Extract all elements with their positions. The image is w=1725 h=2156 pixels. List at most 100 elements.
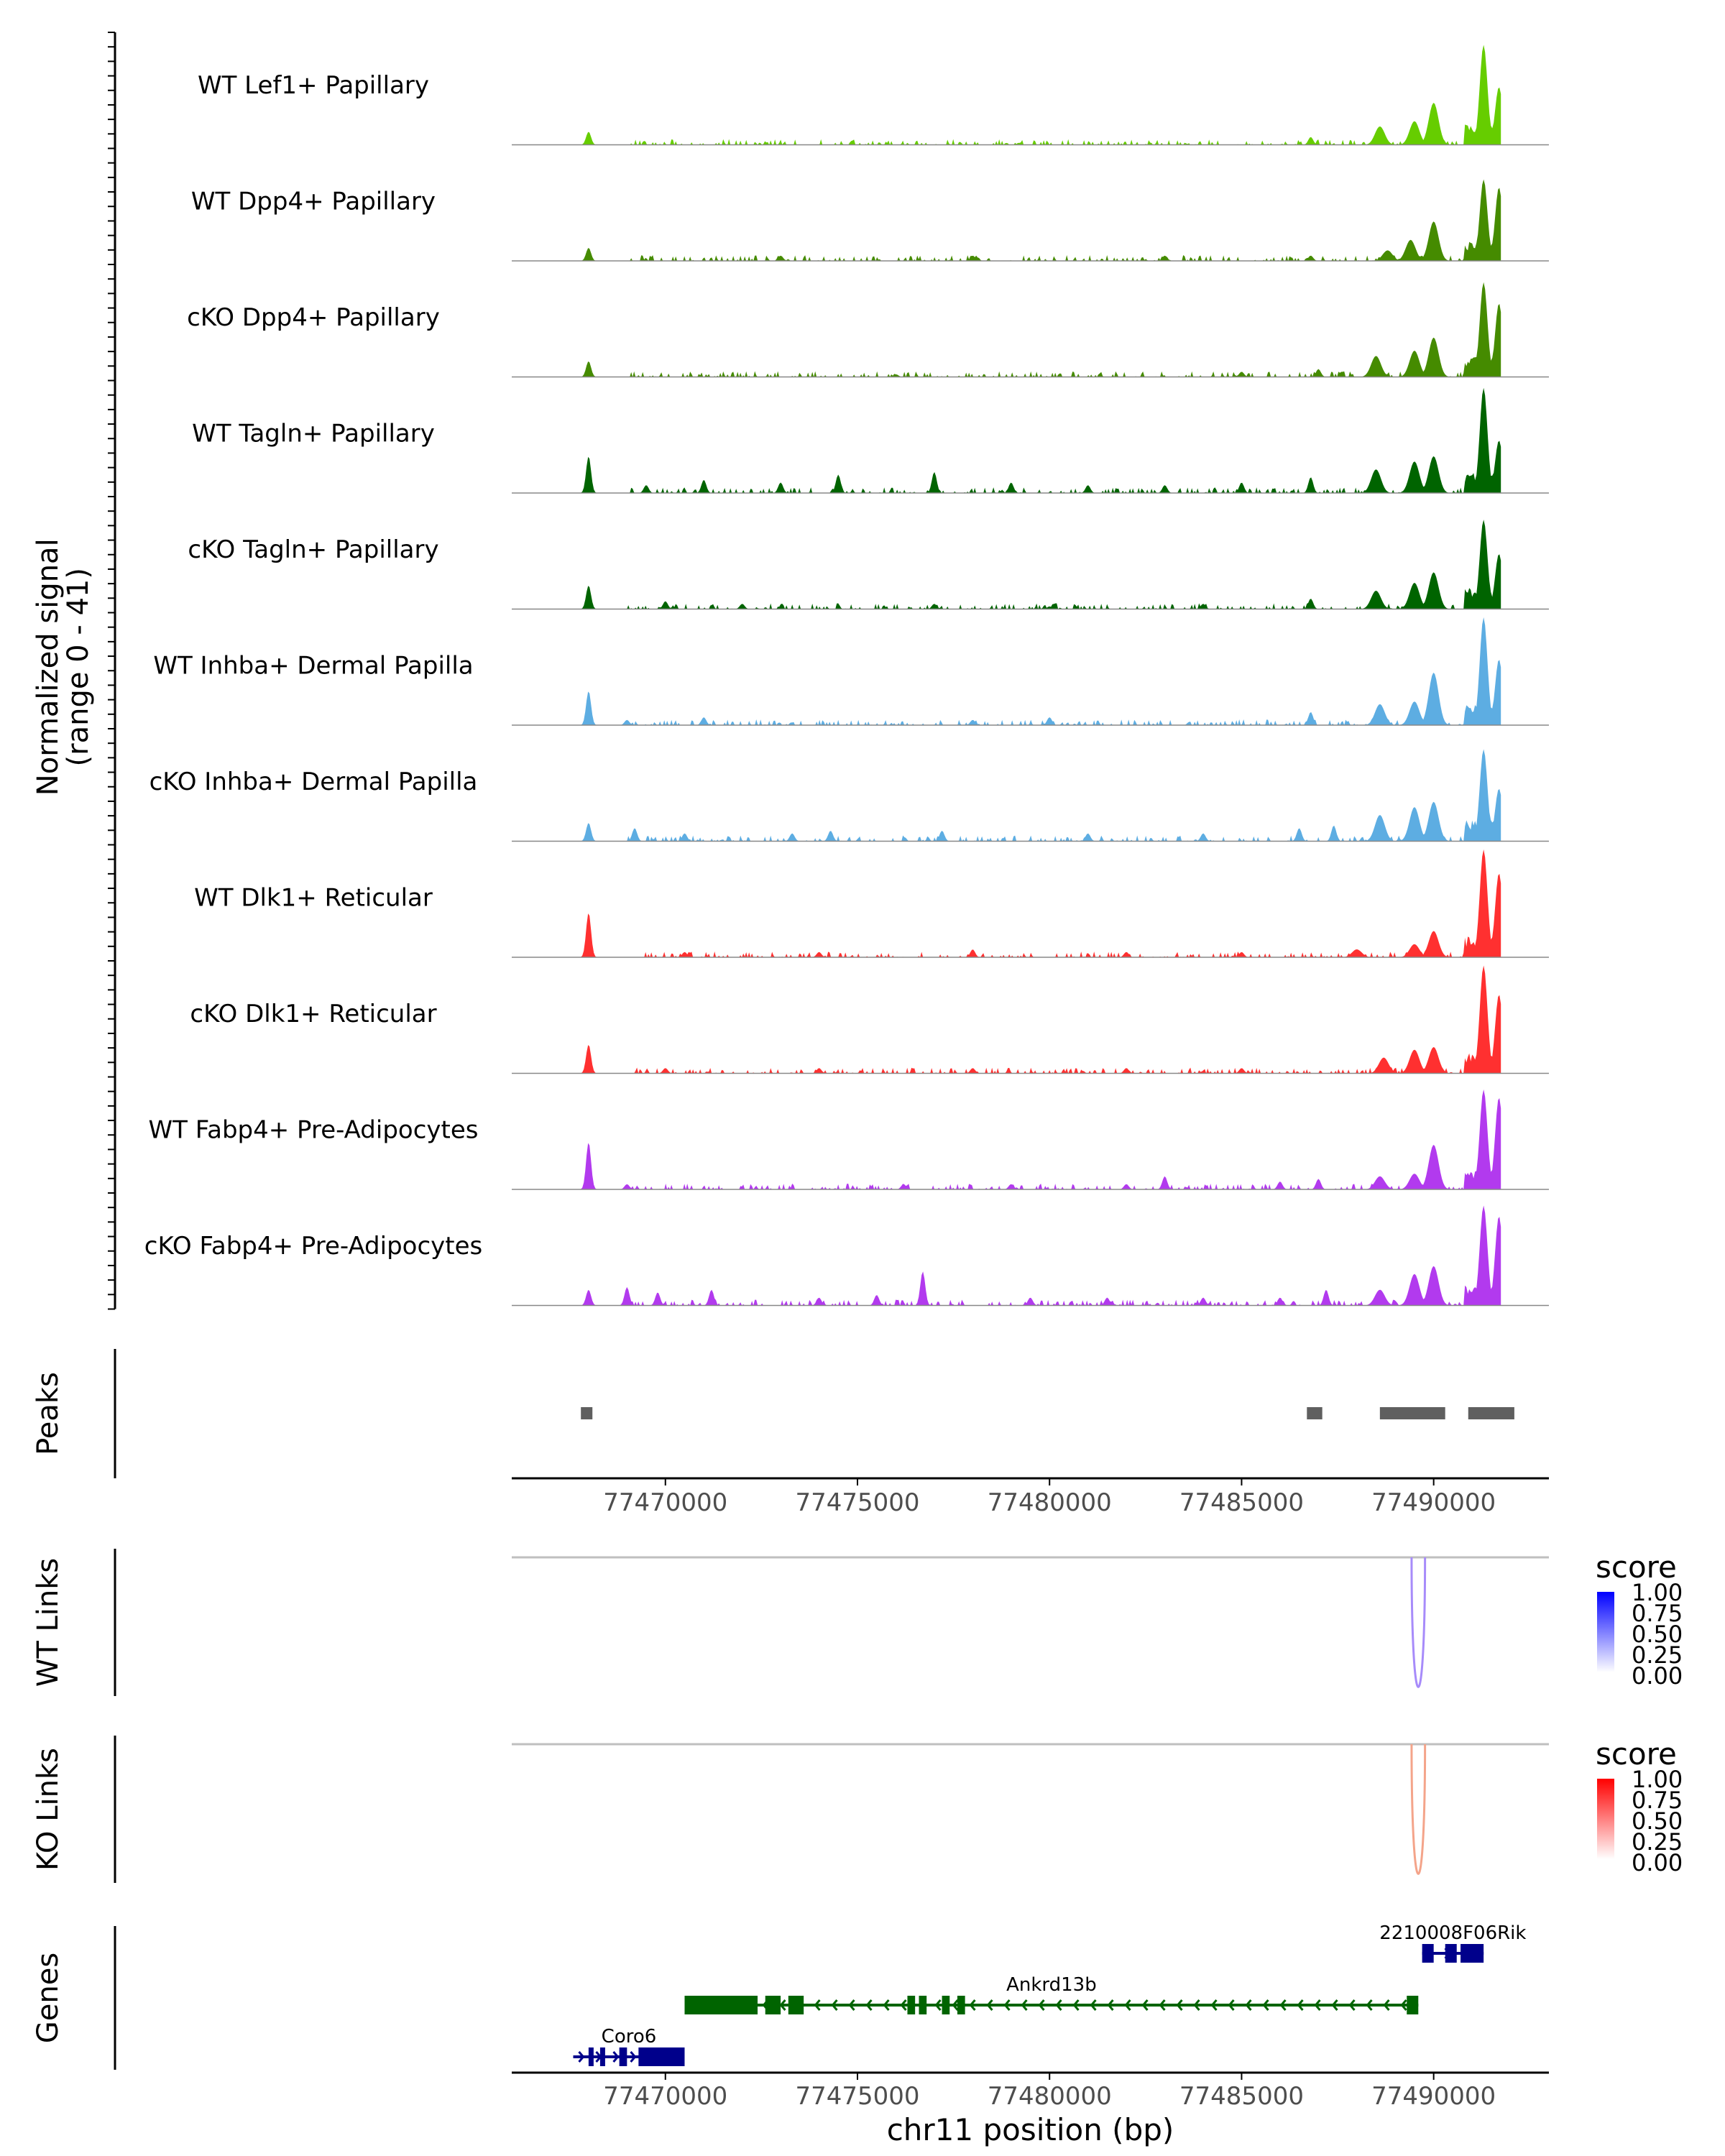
strand-arrow (865, 1999, 873, 2011)
genes-x-tick-label: 77475000 (795, 2082, 919, 2111)
genes-panel: Genes 2210008F06Rik Ankrd13b Coro6 77470000 7… (32, 1922, 1549, 2147)
coverage-y-range-label: (range 0 - 41) (62, 568, 95, 766)
legend-label: 0.25 (1632, 1641, 1683, 1669)
peak-block (1468, 1407, 1514, 1419)
strand-arrow (578, 2051, 585, 2063)
peak-block (1307, 1407, 1322, 1419)
track-label: WT Fabp4+ Pre-Adipocytes (149, 1116, 479, 1145)
track-label: WT Dlk1+ Reticular (194, 884, 433, 913)
legend-label: 0.00 (1632, 1662, 1683, 1690)
strand-arrow (779, 1999, 786, 2011)
strand-arrow (1003, 1999, 1011, 2011)
strand-arrow (630, 2051, 637, 2063)
peaks-x-tick-label: 77475000 (795, 1488, 919, 1517)
strand-arrow (883, 1999, 890, 2011)
gene-label: 2210008F06Rik (1379, 1922, 1526, 1944)
gene-exon (1460, 1944, 1484, 1963)
genes-x-tick-label: 77480000 (988, 2082, 1112, 2111)
strand-arrow (1262, 1999, 1269, 2011)
strand-arrow (1348, 1999, 1356, 2011)
legend-label: 0.50 (1632, 1807, 1683, 1835)
genes-x-tick-label: 77470000 (603, 2082, 727, 2111)
track-label: WT Inhba+ Dermal Papilla (153, 652, 473, 681)
genes-x-tick-label: 77490000 (1371, 2082, 1496, 2111)
strand-arrow (1021, 1999, 1028, 2011)
peaks-y-label: Peaks (32, 1372, 65, 1455)
coverage-area (581, 520, 1501, 609)
coverage-area (581, 45, 1501, 145)
coverage-area (581, 617, 1501, 725)
legend-label: 1.00 (1632, 1766, 1683, 1793)
legend-label: 0.75 (1632, 1600, 1683, 1627)
strand-arrow (831, 1999, 838, 2011)
track-label: cKO Inhba+ Dermal Papilla (150, 768, 478, 796)
track-label: cKO Dlk1+ Reticular (190, 1000, 436, 1028)
peaks-x-tick-label: 77470000 (603, 1488, 727, 1517)
strand-arrow (1228, 1999, 1235, 2011)
legend-colorbar (1597, 1592, 1614, 1672)
peak-block (1379, 1407, 1445, 1419)
legend-label: 1.00 (1632, 1579, 1683, 1606)
coverage-area (581, 387, 1501, 493)
legend-colorbar (1597, 1779, 1614, 1859)
strand-arrow (1245, 1999, 1252, 2011)
track-label: cKO Fabp4+ Pre-Adipocytes (144, 1232, 483, 1261)
links-y-label: KO Links (32, 1748, 65, 1871)
strand-arrow (1400, 1999, 1407, 2011)
strand-arrow (1055, 1999, 1062, 2011)
gene-exon (1422, 1944, 1434, 1963)
coverage-area (581, 1205, 1501, 1306)
gene-exon (942, 1996, 950, 2014)
legend-label: 0.50 (1632, 1621, 1683, 1648)
strand-arrow (900, 1999, 907, 2011)
strand-arrow (1141, 1999, 1149, 2011)
strand-arrow (1159, 1999, 1166, 2011)
legend-title: score (1596, 1549, 1677, 1585)
strand-arrow (1314, 1999, 1321, 2011)
coverage-area (581, 965, 1501, 1074)
strand-arrow (1383, 1999, 1390, 2011)
strand-arrow (1331, 1999, 1338, 2011)
gene-exon (599, 2047, 605, 2066)
strand-arrow (1193, 1999, 1200, 2011)
strand-arrow (952, 1999, 959, 2011)
coverage-area (581, 749, 1501, 842)
strand-arrow (1072, 1999, 1080, 2011)
strand-arrow (848, 1999, 855, 2011)
coverage-panel: Normalized signal(range 0 - 41) WT Lef1+ … (32, 32, 1549, 1310)
legend-title: score (1596, 1736, 1677, 1772)
gene-exon (1445, 1944, 1457, 1963)
gene-exon (788, 1996, 804, 2014)
strand-arrow (1210, 1999, 1218, 2011)
track-label: WT Lef1+ Papillary (198, 71, 429, 100)
gene-exon (588, 2047, 594, 2066)
link-arc (1410, 1743, 1427, 1875)
peaks-x-tick-label: 77490000 (1371, 1488, 1496, 1517)
strand-arrow (1107, 1999, 1114, 2011)
strand-arrow (814, 1999, 821, 2011)
link-arc (1410, 1557, 1427, 1688)
strand-arrow (1124, 1999, 1131, 2011)
track-label: cKO Tagln+ Papillary (188, 535, 438, 564)
track-label: WT Dpp4+ Papillary (191, 188, 436, 216)
track-label: WT Tagln+ Papillary (192, 420, 435, 448)
genes-x-label: chr11 position (bp) (887, 2112, 1174, 2147)
strand-arrow (934, 1999, 942, 2011)
gene-exon (919, 1996, 927, 2014)
legend-label: 0.25 (1632, 1828, 1683, 1856)
peaks-x-tick-label: 77480000 (988, 1488, 1112, 1517)
strand-arrow (1176, 1999, 1183, 2011)
strand-arrow (969, 1999, 976, 2011)
gene-exon (1407, 1996, 1419, 2014)
peak-block (581, 1407, 593, 1419)
gene-exon (765, 1996, 781, 2014)
strand-arrow (1279, 1999, 1287, 2011)
strand-arrow (986, 1999, 993, 2011)
strand-arrow (1038, 1999, 1045, 2011)
peaks-x-tick-label: 77485000 (1179, 1488, 1304, 1517)
gene-label: Ankrd13b (1006, 1974, 1097, 1996)
strand-arrow (1297, 1999, 1304, 2011)
